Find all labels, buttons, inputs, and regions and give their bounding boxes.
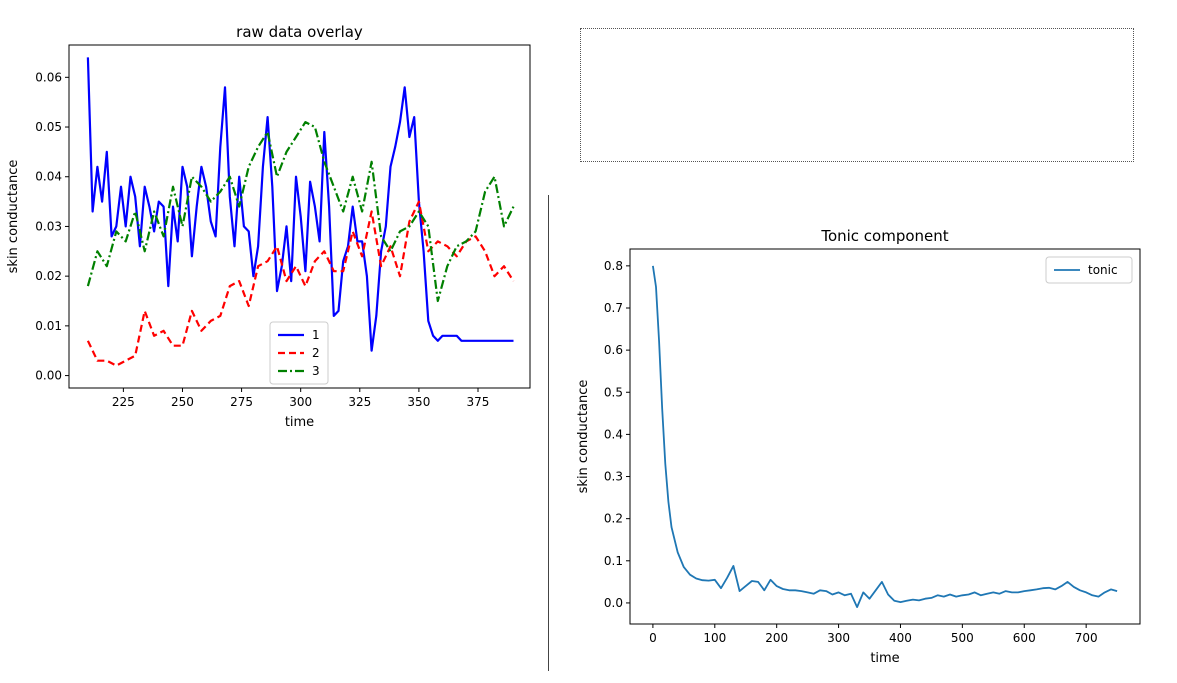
raw-chart-title: raw data overlay [236,23,363,41]
raw-xtick-label: 350 [407,395,430,409]
tonic-ytick-label: 0.7 [604,301,623,315]
raw-legend-label-3: 3 [312,364,320,378]
empty-figure-frame [580,28,1134,162]
tonic-xaxis-label: time [870,651,899,666]
raw-ytick-label: 0.00 [35,369,62,383]
panel-divider [548,195,549,671]
raw-xtick-label: 275 [230,395,253,409]
tonic-xtick-label: 600 [1013,631,1036,645]
raw-legend-label-1: 1 [312,328,320,342]
raw-xtick-label: 325 [348,395,371,409]
raw-series-1-line [86,57,514,352]
tonic-xtick-label: 300 [827,631,850,645]
raw-ytick-label: 0.04 [35,170,62,184]
tonic-xtick-label: 100 [703,631,726,645]
raw-xtick-label: 250 [171,395,194,409]
raw-ytick-label: 0.01 [35,319,62,333]
tonic-ytick-label: 0.5 [604,385,623,399]
tonic-chart-title: Tonic component [820,227,948,245]
tonic-ytick-label: 0.0 [604,596,623,610]
tonic-ytick-label: 0.2 [604,512,623,526]
raw-ytick-label: 0.05 [35,120,62,134]
raw-axes-frame [68,44,531,389]
raw-ytick-label: 0.02 [35,269,62,283]
tonic-ytick-label: 0.3 [604,470,623,484]
tonic-ytick-label: 0.4 [604,427,623,441]
raw-ytick-label: 0.06 [35,70,62,84]
raw-xtick-label: 300 [289,395,312,409]
tonic-xtick-label: 500 [951,631,974,645]
tonic-xtick-label: 0 [649,631,657,645]
tonic-xtick-label: 700 [1075,631,1098,645]
raw-yaxis-label: skin conductance [6,160,21,274]
tonic-axes-frame [629,248,1141,625]
raw-series-3-line [86,120,515,303]
raw-legend-box [269,321,329,385]
raw-ytick-label: 0.03 [35,219,62,233]
raw-xtick-label: 375 [467,395,490,409]
tonic-series-tonic-line [652,265,1118,608]
tonic-yaxis-label: skin conductance [576,380,591,494]
tonic-xtick-label: 400 [889,631,912,645]
tonic-xtick-label: 200 [765,631,788,645]
tonic-ytick-label: 0.1 [604,554,623,568]
raw-legend-label-2: 2 [312,346,320,360]
tonic-legend-box [1045,256,1133,284]
tonic-ytick-label: 0.8 [604,259,623,273]
tonic-legend-label-tonic: tonic [1088,263,1118,277]
raw-xtick-label: 225 [112,395,135,409]
tonic-ytick-label: 0.6 [604,343,623,357]
raw-xaxis-label: time [285,415,314,430]
